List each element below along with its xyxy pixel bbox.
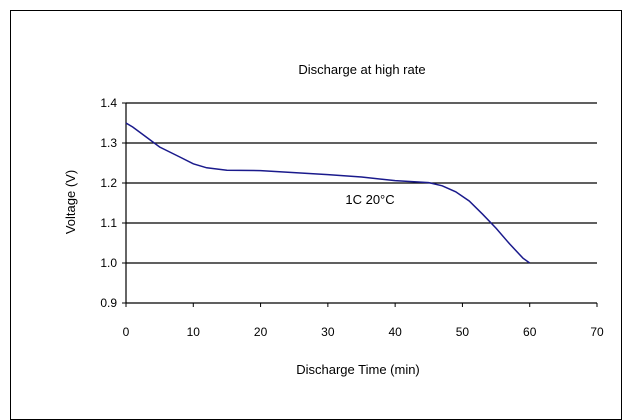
- y-axis-label: Voltage (V): [63, 170, 78, 234]
- series-line: [125, 122, 531, 264]
- y-tick-label: 0.9: [100, 296, 117, 310]
- x-tick-label: 40: [388, 325, 402, 339]
- y-tick-label: 1.0: [100, 256, 117, 270]
- x-tick-label: 30: [321, 325, 335, 339]
- x-tick-label: 60: [523, 325, 537, 339]
- y-tick-label: 1.1: [100, 216, 117, 230]
- chart-frame: [10, 10, 622, 420]
- x-tick-label: 50: [456, 325, 470, 339]
- x-tick-label: 20: [254, 325, 268, 339]
- y-tick-label: 1.4: [100, 96, 117, 110]
- y-tick-labels: 0.9 1.0 1.1 1.2 1.3 1.4: [100, 96, 126, 310]
- x-tick-label: 10: [187, 325, 201, 339]
- x-tick-label: 0: [123, 325, 130, 339]
- x-tick-label: 70: [590, 325, 604, 339]
- axes: [125, 103, 597, 304]
- chart-annotation: 1C 20°C: [345, 192, 394, 207]
- y-tick-label: 1.2: [100, 176, 117, 190]
- y-tick-label: 1.3: [100, 136, 117, 150]
- grid-lines: [126, 102, 597, 264]
- x-axis-label: Discharge Time (min): [296, 362, 420, 377]
- x-tick-labels: 0 10 20 30 40 50 60 70: [123, 303, 604, 339]
- chart-title: Discharge at high rate: [298, 62, 425, 77]
